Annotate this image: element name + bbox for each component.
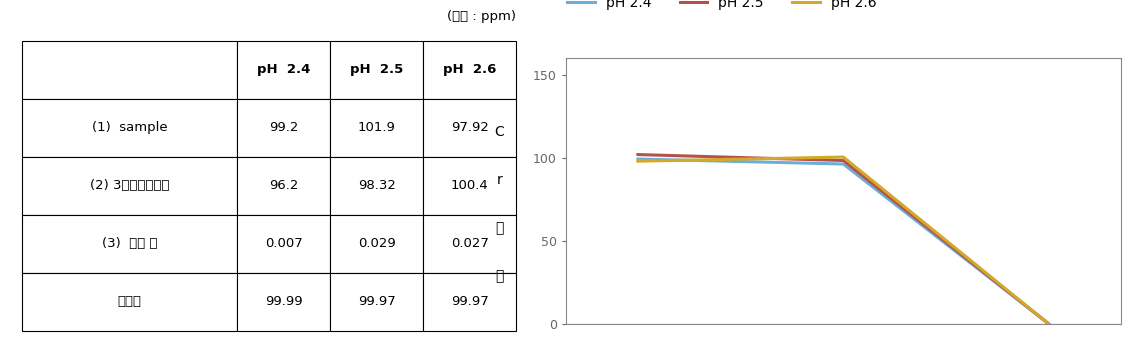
Text: C: C (495, 125, 505, 139)
Text: 0.029: 0.029 (358, 237, 396, 250)
pH 2.4 (632, 157, 645, 161)
Bar (238, 273, 331, 331)
Bar (22, 157, 238, 215)
Text: 98.32: 98.32 (358, 179, 396, 192)
Text: (3)  필터 후: (3) 필터 후 (102, 237, 157, 250)
Text: 101.9: 101.9 (358, 121, 396, 134)
Line: pH 2.5: pH 2.5 (638, 154, 1048, 324)
Text: pH  2.5: pH 2.5 (350, 63, 403, 76)
pH 2.4 (1041, 322, 1055, 326)
Bar (423, 273, 516, 331)
Bar (423, 157, 516, 215)
Bar (22, 273, 238, 331)
Text: pH  2.4: pH 2.4 (257, 63, 310, 76)
Text: 99.99: 99.99 (265, 295, 302, 308)
Bar (238, 215, 331, 273)
Bar (331, 157, 423, 215)
pH 2.5 (1041, 322, 1055, 326)
Line: pH 2.4: pH 2.4 (638, 159, 1048, 324)
Text: pH  2.6: pH 2.6 (444, 63, 497, 76)
Bar (331, 99, 423, 157)
Text: 제거율: 제거율 (118, 295, 142, 308)
Text: 0.007: 0.007 (265, 237, 302, 250)
Text: 농: 농 (496, 221, 504, 235)
Text: 97.92: 97.92 (451, 121, 489, 134)
Text: 100.4: 100.4 (451, 179, 489, 192)
Bar (238, 99, 331, 157)
Bar (331, 215, 423, 273)
pH 2.6 (632, 159, 645, 163)
Text: 0.027: 0.027 (451, 237, 489, 250)
pH 2.6 (837, 155, 850, 159)
pH 2.4 (837, 162, 850, 166)
Text: (1)  sample: (1) sample (92, 121, 168, 134)
Bar (22, 99, 238, 157)
Line: pH 2.6: pH 2.6 (638, 157, 1048, 324)
Text: 96.2: 96.2 (269, 179, 299, 192)
Bar (331, 273, 423, 331)
Text: r: r (497, 173, 503, 187)
Legend: pH 2.4, pH 2.5, pH 2.6: pH 2.4, pH 2.5, pH 2.6 (561, 0, 882, 16)
Bar (423, 215, 516, 273)
pH 2.5 (837, 159, 850, 163)
Bar (423, 41, 516, 99)
Text: 99.2: 99.2 (269, 121, 299, 134)
Text: 99.97: 99.97 (451, 295, 489, 308)
Bar (22, 215, 238, 273)
Bar (423, 99, 516, 157)
Text: 99.97: 99.97 (358, 295, 396, 308)
Text: (단위 : ppm): (단위 : ppm) (447, 10, 516, 23)
Bar (238, 41, 331, 99)
Bar (238, 157, 331, 215)
Bar (331, 41, 423, 99)
Bar (22, 41, 238, 99)
Text: 도: 도 (496, 269, 504, 283)
Text: (2) 3가크롬전환후: (2) 3가크롬전환후 (89, 179, 170, 192)
pH 2.5 (632, 152, 645, 157)
pH 2.6 (1041, 322, 1055, 326)
